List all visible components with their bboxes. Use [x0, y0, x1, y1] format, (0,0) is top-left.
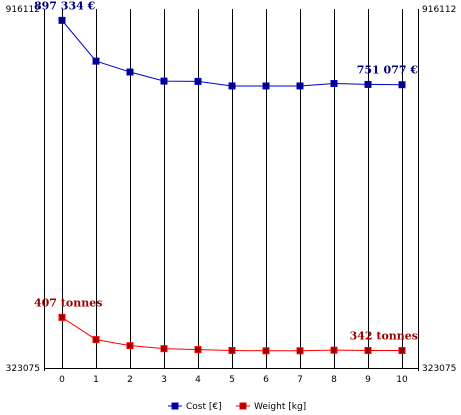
- data-point: [330, 346, 338, 354]
- x-tick-label: 0: [59, 375, 65, 385]
- series-layer: [58, 16, 406, 355]
- data-point: [398, 81, 406, 89]
- data-label: 751 077 €: [357, 64, 419, 77]
- y-tick-labels: 916112 916112 323075 323075: [6, 5, 457, 374]
- data-point: [194, 346, 202, 354]
- data-label: 342 tonnes: [350, 329, 418, 342]
- x-tick-label: 6: [263, 375, 269, 385]
- x-tick-labels: 0 1 2 3 4 5 6 7 8 9 10: [59, 375, 408, 385]
- y-tick-label-left: 323075: [6, 364, 40, 374]
- legend-label: Weight [kg]: [254, 402, 306, 412]
- y-tick-label-right: 916112: [422, 5, 456, 15]
- x-tick-label: 9: [365, 375, 371, 385]
- data-point: [126, 342, 134, 350]
- data-point: [364, 346, 372, 354]
- data-point: [296, 82, 304, 90]
- legend-label: Cost [€]: [186, 402, 222, 412]
- x-tick-label: 3: [161, 375, 167, 385]
- x-tick-label: 7: [297, 375, 303, 385]
- data-point: [228, 82, 236, 90]
- axes: [44, 9, 419, 371]
- data-point: [194, 77, 202, 85]
- data-label: 407 tonnes: [34, 296, 102, 309]
- x-tick-label: 4: [195, 375, 201, 385]
- data-point: [330, 80, 338, 88]
- x-tick-label: 10: [396, 375, 408, 385]
- data-point: [364, 80, 372, 88]
- data-point: [126, 68, 134, 76]
- legend: Cost [€] Weight [kg]: [168, 402, 306, 412]
- data-point: [262, 347, 270, 355]
- x-tick-label: 2: [127, 375, 133, 385]
- data-point: [160, 77, 168, 85]
- data-point: [160, 345, 168, 353]
- legend-marker: [171, 402, 179, 410]
- grid-lines: [62, 9, 403, 368]
- data-point: [228, 346, 236, 354]
- data-point: [296, 347, 304, 355]
- y-tick-label-right: 323075: [422, 364, 456, 374]
- x-tick-label: 5: [229, 375, 235, 385]
- data-point: [92, 57, 100, 65]
- y-tick-label-left: 916112: [6, 5, 40, 15]
- data-point: [58, 313, 66, 321]
- data-point: [262, 82, 270, 90]
- x-tick-label: 8: [331, 375, 337, 385]
- data-point: [92, 336, 100, 344]
- legend-marker: [239, 402, 247, 410]
- data-point: [58, 16, 66, 24]
- x-tick-label: 1: [93, 375, 99, 385]
- annotations: 897 334 € 751 077 € 407 tonnes 342 tonnes: [34, 0, 418, 342]
- data-point: [398, 346, 406, 354]
- data-label: 897 334 €: [34, 0, 96, 12]
